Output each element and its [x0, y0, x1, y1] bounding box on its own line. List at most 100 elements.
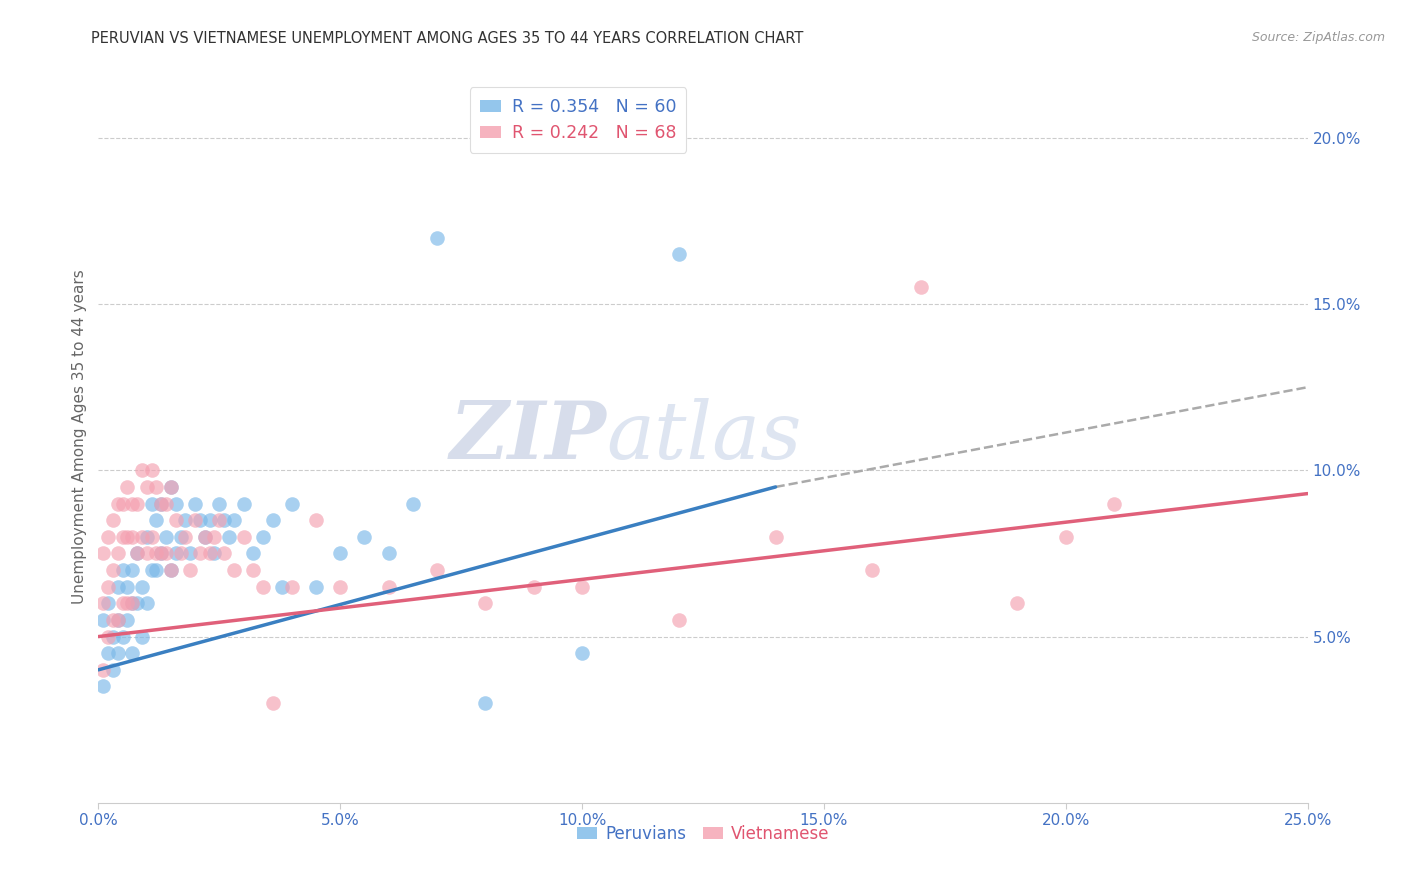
- Point: [117, 580, 139, 594]
- Point: [184, 513, 207, 527]
- Point: [208, 497, 231, 511]
- Point: [160, 563, 183, 577]
- Point: [121, 646, 143, 660]
- Text: Source: ZipAtlas.com: Source: ZipAtlas.com: [1251, 31, 1385, 45]
- Point: [111, 497, 134, 511]
- Point: [218, 530, 240, 544]
- Point: [131, 463, 153, 477]
- Point: [111, 630, 134, 644]
- Point: [426, 230, 449, 244]
- Point: [179, 546, 201, 560]
- Point: [169, 546, 191, 560]
- Point: [127, 546, 149, 560]
- Point: [222, 563, 245, 577]
- Point: [127, 497, 149, 511]
- Point: [101, 630, 124, 644]
- Point: [1007, 596, 1029, 610]
- Point: [281, 497, 304, 511]
- Point: [150, 546, 173, 560]
- Point: [402, 497, 425, 511]
- Point: [765, 530, 787, 544]
- Point: [198, 546, 221, 560]
- Point: [474, 696, 496, 710]
- Point: [165, 497, 187, 511]
- Point: [111, 596, 134, 610]
- Point: [101, 513, 124, 527]
- Point: [426, 563, 449, 577]
- Point: [1054, 530, 1077, 544]
- Point: [141, 463, 163, 477]
- Point: [121, 596, 143, 610]
- Point: [1102, 497, 1125, 511]
- Point: [97, 630, 120, 644]
- Point: [117, 480, 139, 494]
- Point: [184, 497, 207, 511]
- Point: [204, 546, 226, 560]
- Point: [252, 580, 274, 594]
- Point: [160, 480, 183, 494]
- Point: [377, 580, 399, 594]
- Point: [165, 513, 187, 527]
- Point: [150, 497, 173, 511]
- Point: [262, 513, 284, 527]
- Point: [127, 596, 149, 610]
- Point: [91, 546, 114, 560]
- Point: [135, 480, 157, 494]
- Point: [474, 596, 496, 610]
- Point: [160, 480, 183, 494]
- Point: [127, 546, 149, 560]
- Point: [145, 546, 167, 560]
- Point: [121, 530, 143, 544]
- Point: [232, 497, 254, 511]
- Point: [117, 613, 139, 627]
- Point: [242, 563, 264, 577]
- Point: [179, 563, 201, 577]
- Point: [377, 546, 399, 560]
- Point: [212, 513, 235, 527]
- Point: [194, 530, 217, 544]
- Point: [668, 247, 690, 261]
- Point: [194, 530, 217, 544]
- Point: [145, 513, 167, 527]
- Point: [141, 530, 163, 544]
- Y-axis label: Unemployment Among Ages 35 to 44 years: Unemployment Among Ages 35 to 44 years: [72, 269, 87, 605]
- Point: [174, 530, 197, 544]
- Point: [155, 497, 177, 511]
- Point: [121, 563, 143, 577]
- Point: [141, 563, 163, 577]
- Text: PERUVIAN VS VIETNAMESE UNEMPLOYMENT AMONG AGES 35 TO 44 YEARS CORRELATION CHART: PERUVIAN VS VIETNAMESE UNEMPLOYMENT AMON…: [91, 31, 804, 46]
- Point: [155, 530, 177, 544]
- Point: [174, 513, 197, 527]
- Point: [668, 613, 690, 627]
- Point: [188, 513, 211, 527]
- Point: [135, 530, 157, 544]
- Point: [150, 497, 173, 511]
- Point: [252, 530, 274, 544]
- Point: [101, 613, 124, 627]
- Point: [353, 530, 375, 544]
- Point: [107, 546, 129, 560]
- Point: [97, 530, 120, 544]
- Point: [141, 497, 163, 511]
- Point: [150, 546, 173, 560]
- Point: [222, 513, 245, 527]
- Point: [242, 546, 264, 560]
- Point: [145, 480, 167, 494]
- Point: [169, 530, 191, 544]
- Point: [571, 646, 593, 660]
- Point: [101, 563, 124, 577]
- Point: [135, 596, 157, 610]
- Point: [91, 613, 114, 627]
- Point: [111, 530, 134, 544]
- Point: [101, 663, 124, 677]
- Point: [107, 580, 129, 594]
- Point: [121, 497, 143, 511]
- Point: [198, 513, 221, 527]
- Point: [131, 530, 153, 544]
- Point: [571, 580, 593, 594]
- Legend: Peruvians, Vietnamese: Peruvians, Vietnamese: [569, 818, 837, 849]
- Point: [97, 596, 120, 610]
- Point: [305, 580, 328, 594]
- Point: [160, 563, 183, 577]
- Point: [91, 596, 114, 610]
